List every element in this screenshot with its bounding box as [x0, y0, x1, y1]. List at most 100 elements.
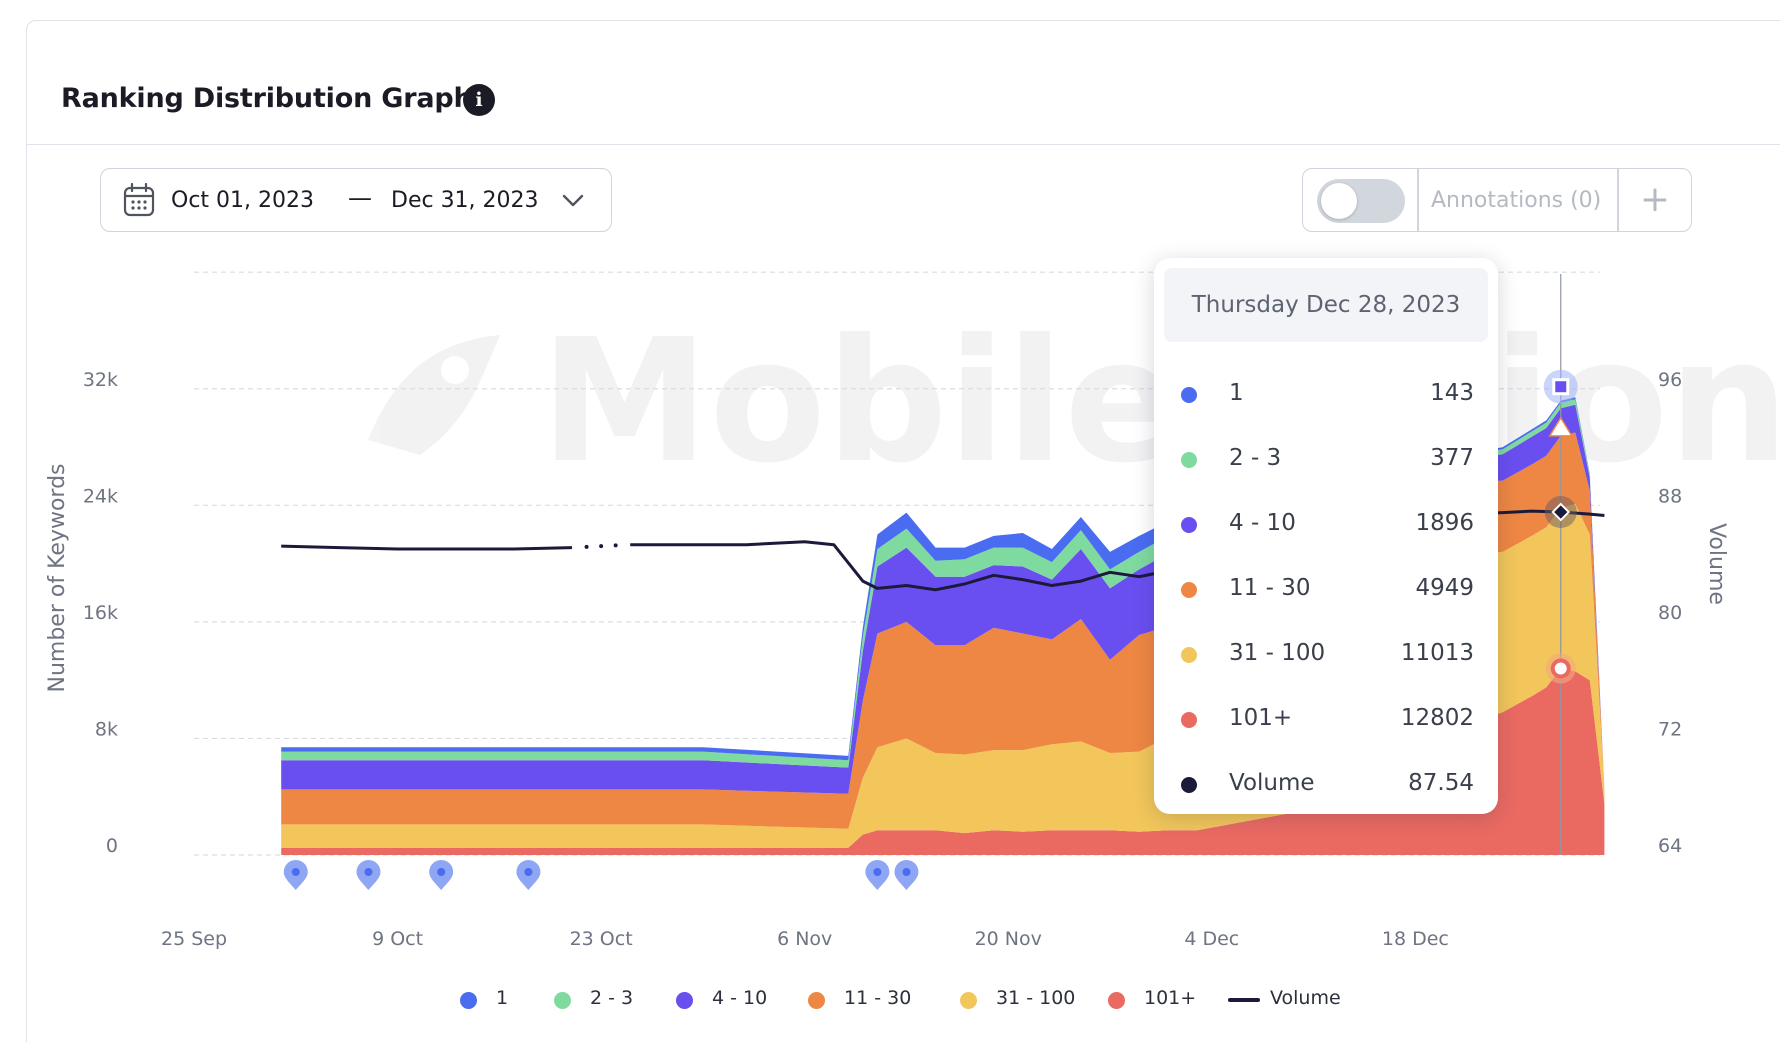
y2-tick-label: 72	[1658, 718, 1682, 740]
tooltip-row: 1 143	[1154, 374, 1498, 414]
tooltip-series-value: 143	[1430, 380, 1474, 406]
legend-swatch	[960, 992, 977, 1009]
legend-label: 101+	[1144, 987, 1197, 1009]
legend-label: 31 - 100	[996, 987, 1076, 1009]
y-axis-label: Number of Keywords	[45, 464, 70, 693]
tooltip-swatch	[1181, 777, 1197, 793]
tooltip-row: 2 - 3 377	[1154, 439, 1498, 479]
volume-gap-dot	[584, 544, 589, 549]
annotation-pin-dot	[364, 868, 373, 876]
volume-line[interactable]	[630, 509, 1605, 592]
x-tick-label: 6 Nov	[777, 928, 832, 950]
info-icon[interactable]: i	[463, 84, 495, 116]
calendar-icon	[123, 183, 155, 217]
legend-swatch	[554, 992, 571, 1009]
tooltip-series-value: 87.54	[1408, 770, 1474, 796]
annotation-pin-dot	[524, 868, 533, 876]
y2-axis-ticks: 64 72 80 88 96	[1658, 369, 1682, 857]
area-series-1[interactable]	[281, 397, 1605, 790]
legend-label: 2 - 3	[590, 987, 634, 1009]
tooltip-row: Volume 87.54	[1154, 764, 1498, 804]
add-annotation-button[interactable]: +	[1639, 179, 1671, 220]
annotation-pin-dot	[291, 868, 300, 876]
y-axis-ticks: 0 8k 16k 24k 32k	[83, 369, 118, 857]
tooltip-series-name: 101+	[1229, 705, 1293, 731]
tooltip-swatch	[1181, 712, 1197, 728]
volume-line-group	[281, 509, 1605, 592]
card-header: Ranking Distribution Graph i	[27, 21, 1780, 145]
y-tick-label: 32k	[83, 369, 118, 391]
tooltip-series-value: 1896	[1415, 510, 1474, 536]
chart-tooltip: Thursday Dec 28, 2023 1 143 2 - 3 377 4 …	[1154, 258, 1498, 814]
legend-swatch	[676, 992, 693, 1009]
annotation-pin-dot	[873, 868, 882, 876]
tooltip-row: 11 - 30 4949	[1154, 569, 1498, 609]
legend-line-swatch	[1228, 998, 1260, 1002]
legend-label: 1	[496, 987, 509, 1009]
tooltip-series-name: 2 - 3	[1229, 445, 1282, 471]
tooltip-series-name: 4 - 10	[1229, 510, 1296, 536]
hover-point-101	[1550, 658, 1571, 679]
legend-label: 4 - 10	[712, 987, 768, 1009]
legend-label: Volume	[1270, 987, 1341, 1009]
tooltip-date: Thursday Dec 28, 2023	[1164, 268, 1488, 342]
tooltip-series-name: Volume	[1229, 770, 1315, 796]
tooltip-series-name: 11 - 30	[1229, 575, 1311, 601]
x-tick-label: 18 Dec	[1382, 928, 1449, 950]
date-end: Dec 31, 2023	[391, 188, 539, 213]
legend-swatch	[1108, 992, 1125, 1009]
tooltip-swatch	[1181, 647, 1197, 663]
y-tick-label: 24k	[83, 485, 118, 507]
legend-swatch	[460, 992, 477, 1009]
divider	[1417, 169, 1419, 231]
y2-tick-label: 80	[1658, 602, 1682, 624]
x-tick-label: 23 Oct	[570, 928, 633, 950]
tooltip-swatch	[1181, 517, 1197, 533]
annotation-pin-dot	[437, 868, 446, 876]
annotation-markers	[283, 860, 919, 890]
tooltip-row: 31 - 100 11013	[1154, 634, 1498, 674]
volume-gap-dot	[613, 543, 618, 548]
chart-legend: 1 2 - 3 4 - 10 11 - 30 31 - 100 101+ Volume	[0, 980, 1780, 1020]
tooltip-series-value: 12802	[1400, 705, 1474, 731]
area-series-4-10[interactable]	[281, 404, 1605, 794]
y-tick-label: 16k	[83, 602, 118, 624]
x-tick-label: 25 Sep	[161, 928, 227, 950]
x-tick-label: 20 Nov	[975, 928, 1042, 950]
divider	[1617, 169, 1619, 231]
annotations-toggle[interactable]	[1317, 179, 1405, 223]
tooltip-series-name: 1	[1229, 380, 1244, 406]
hover-point-4-10	[1548, 416, 1574, 437]
y2-tick-label: 64	[1658, 835, 1682, 857]
volume-gap-dot	[599, 544, 604, 549]
volume-line[interactable]	[281, 544, 573, 551]
tooltip-swatch	[1181, 452, 1197, 468]
y-tick-label: 8k	[95, 718, 118, 740]
x-axis-ticks: 25 Sep 9 Oct 23 Oct 6 Nov 20 Nov 4 Dec 18 Dec	[161, 928, 1449, 950]
tooltip-row: 101+ 12802	[1154, 699, 1498, 739]
y-tick-label: 0	[106, 835, 118, 857]
area-series-101-[interactable]	[281, 668, 1605, 856]
tooltip-series-value: 11013	[1400, 640, 1474, 666]
x-tick-label: 4 Dec	[1184, 928, 1239, 950]
date-separator: —	[348, 184, 372, 212]
legend-label: 11 - 30	[844, 987, 912, 1009]
annotations-label[interactable]: Annotations (0)	[1431, 188, 1602, 213]
chevron-down-icon[interactable]	[561, 189, 585, 211]
tooltip-series-value: 377	[1430, 445, 1474, 471]
date-range-picker[interactable]: Oct 01, 2023 — Dec 31, 2023	[100, 168, 612, 232]
annotations-control: Annotations (0) +	[1302, 168, 1692, 232]
hover-point-1	[1552, 378, 1570, 396]
tooltip-swatch	[1181, 387, 1197, 403]
hover-indicator	[1543, 274, 1578, 855]
tooltip-series-value: 4949	[1415, 575, 1474, 601]
legend-swatch	[808, 992, 825, 1009]
tooltip-row: 4 - 10 1896	[1154, 504, 1498, 544]
annotation-pin-dot	[902, 868, 911, 876]
page-title: Ranking Distribution Graph	[61, 83, 473, 114]
tooltip-swatch	[1181, 582, 1197, 598]
y2-tick-label: 88	[1658, 485, 1682, 507]
date-start: Oct 01, 2023	[171, 188, 314, 213]
hover-point-volume	[1551, 502, 1571, 522]
